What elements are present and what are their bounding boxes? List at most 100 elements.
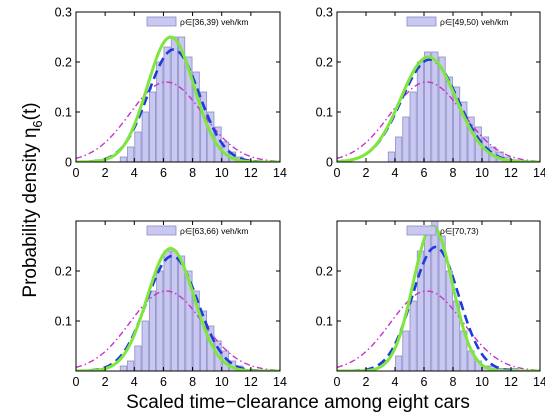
histogram-bar bbox=[431, 220, 439, 372]
x-tick-label: 2 bbox=[363, 375, 370, 389]
y-tick-label: 0.1 bbox=[316, 106, 333, 120]
legend-label: ρ∈[49,50) veh/km bbox=[440, 17, 508, 27]
green-fit-curve bbox=[337, 224, 540, 371]
x-tick-label: 2 bbox=[102, 166, 109, 180]
axes-box bbox=[75, 220, 281, 372]
histogram-bar bbox=[409, 91, 417, 163]
x-tick-label: 4 bbox=[392, 375, 399, 389]
x-tick-label: 0 bbox=[334, 375, 341, 389]
x-tick-label: 2 bbox=[363, 166, 370, 180]
legend-label: ρ∈[70,73) bbox=[440, 226, 479, 236]
histogram-bar bbox=[178, 255, 186, 372]
magenta-fit-curve bbox=[337, 81, 540, 162]
histogram-bar bbox=[163, 250, 171, 372]
axes-box bbox=[336, 11, 541, 163]
y-tick-label: 0.1 bbox=[55, 315, 72, 329]
panel-1: 0 2 4 6 8 10 12 14 0 0.1 0.2 0.3 ρ∈[36,39) veh/km bbox=[55, 6, 287, 181]
panel-4: 0 2 4 6 8 10 12 14 0.1 0.2 ρ∈[70,73) bbox=[316, 220, 545, 389]
blue-fit-curve bbox=[76, 254, 280, 371]
y-tick-label: 0 bbox=[65, 156, 72, 170]
magenta-fit-curve bbox=[76, 81, 280, 162]
x-tick-label: 0 bbox=[73, 166, 80, 180]
panel-3: 0 2 4 6 8 10 12 14 0.1 0.2 ρ∈[63,66) veh/km bbox=[55, 220, 287, 389]
histogram-bar bbox=[148, 290, 157, 372]
histogram-bar bbox=[409, 300, 417, 372]
legend-label: ρ∈[36,39) veh/km bbox=[180, 17, 248, 27]
histogram-bar bbox=[424, 51, 432, 163]
x-tick-label: 4 bbox=[131, 375, 138, 389]
y-tick-label: 0.1 bbox=[316, 315, 333, 329]
x-tick-label: 0 bbox=[334, 166, 341, 180]
x-tick-label: 8 bbox=[189, 166, 196, 180]
blue-fit-curve bbox=[337, 245, 540, 371]
histogram-bar bbox=[119, 365, 127, 372]
blue-fit-curve bbox=[337, 58, 540, 162]
x-tick-label: 10 bbox=[475, 375, 489, 389]
x-tick-label: 10 bbox=[475, 166, 489, 180]
green-fit-curve bbox=[76, 246, 280, 371]
x-tick-label: 0 bbox=[73, 375, 80, 389]
x-tick-label: 10 bbox=[215, 375, 229, 389]
legend-swatch bbox=[406, 16, 437, 27]
x-tick-label: 14 bbox=[533, 166, 545, 180]
x-axis-label: Scaled time−clearance among eight cars bbox=[126, 392, 470, 413]
histogram-bar bbox=[402, 330, 410, 372]
legend-swatch bbox=[146, 16, 177, 27]
histogram-bar bbox=[127, 360, 135, 372]
histogram-bar bbox=[402, 116, 410, 163]
x-tick-label: 8 bbox=[189, 375, 196, 389]
histogram-bar bbox=[416, 61, 424, 163]
y-tick-label: 0.3 bbox=[55, 6, 72, 20]
histogram-bar bbox=[141, 111, 149, 163]
y-tick-label: 0.2 bbox=[55, 265, 72, 279]
x-tick-label: 12 bbox=[504, 166, 518, 180]
histogram-bar bbox=[431, 51, 439, 163]
x-tick-label: 12 bbox=[504, 375, 518, 389]
magenta-fit-curve bbox=[337, 290, 540, 371]
y-tick-label: 0.2 bbox=[316, 56, 333, 70]
x-tick-label: 6 bbox=[160, 375, 167, 389]
y-tick-label: 0.2 bbox=[55, 56, 72, 70]
x-tick-label: 12 bbox=[244, 375, 258, 389]
green-fit-curve bbox=[76, 35, 280, 162]
histogram-bar bbox=[170, 36, 178, 163]
x-tick-label: 4 bbox=[392, 166, 399, 180]
histogram-bar bbox=[119, 156, 127, 163]
histogram-bar bbox=[170, 250, 178, 372]
x-tick-label: 6 bbox=[421, 375, 428, 389]
x-tick-label: 6 bbox=[160, 166, 167, 180]
legend-swatch bbox=[146, 225, 177, 236]
histogram-bar bbox=[156, 270, 164, 372]
x-tick-label: 2 bbox=[102, 375, 109, 389]
y-tick-label: 0.1 bbox=[55, 106, 72, 120]
histogram-bar bbox=[163, 46, 171, 163]
y-tick-label: 0.2 bbox=[316, 265, 333, 279]
legend-label: ρ∈[63,66) veh/km bbox=[180, 226, 248, 236]
histogram-bar bbox=[141, 320, 149, 372]
x-tick-label: 6 bbox=[421, 166, 428, 180]
x-tick-label: 14 bbox=[273, 166, 287, 180]
y-axis-label: Probability density η6(t) bbox=[20, 102, 45, 297]
x-tick-label: 14 bbox=[533, 375, 545, 389]
y-tick-label: 0 bbox=[326, 156, 333, 170]
legend-swatch bbox=[406, 225, 437, 236]
x-tick-label: 8 bbox=[450, 166, 457, 180]
histogram-bar bbox=[148, 91, 157, 163]
histogram-bar bbox=[387, 151, 395, 163]
histogram-bar bbox=[134, 131, 142, 163]
panel-2: 0 2 4 6 8 10 12 14 0 0.1 0.2 0.3 ρ∈[49,50) veh/km bbox=[316, 6, 545, 181]
y-tick-label: 0.3 bbox=[316, 6, 333, 20]
axes-box bbox=[336, 220, 541, 372]
x-tick-label: 10 bbox=[215, 166, 229, 180]
histogram-bar bbox=[395, 355, 403, 372]
x-tick-label: 8 bbox=[450, 375, 457, 389]
histogram-bar bbox=[134, 345, 142, 372]
blue-fit-curve bbox=[76, 48, 280, 162]
green-fit-curve bbox=[337, 55, 540, 162]
histogram-bar bbox=[395, 136, 403, 163]
axes-box bbox=[75, 11, 281, 163]
magenta-fit-curve bbox=[76, 290, 280, 371]
histogram-bar bbox=[127, 146, 135, 163]
histogram-bar bbox=[156, 61, 164, 163]
